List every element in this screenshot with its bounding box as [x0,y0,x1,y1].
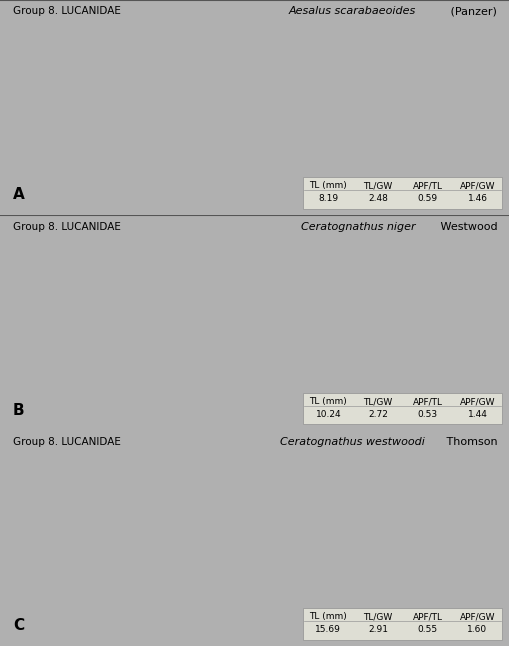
FancyBboxPatch shape [303,393,501,424]
Text: 15.69: 15.69 [315,625,341,634]
Text: C: C [13,618,24,633]
Text: 0.55: 0.55 [417,625,437,634]
Text: Westwood: Westwood [436,222,496,231]
Text: TL (mm): TL (mm) [309,612,347,621]
Text: TL/GW: TL/GW [363,182,392,191]
Text: Group 8. LUCANIDAE: Group 8. LUCANIDAE [13,6,121,16]
Text: 0.59: 0.59 [417,194,437,203]
Text: Thomson: Thomson [442,437,496,447]
Text: (Panzer): (Panzer) [446,6,496,16]
Text: APF/GW: APF/GW [459,612,494,621]
Text: 1.46: 1.46 [467,194,487,203]
Text: 2.91: 2.91 [367,625,387,634]
Text: B: B [13,403,24,418]
Text: 1.60: 1.60 [467,625,487,634]
Text: APF/TL: APF/TL [412,612,442,621]
Text: Group 8. LUCANIDAE: Group 8. LUCANIDAE [13,437,121,447]
Text: 10.24: 10.24 [315,410,341,419]
Text: TL (mm): TL (mm) [309,182,347,191]
Text: APF/TL: APF/TL [412,182,442,191]
Text: Ceratognathus westwoodi: Ceratognathus westwoodi [279,437,424,447]
Text: A: A [13,187,24,202]
FancyBboxPatch shape [303,178,501,209]
Text: 2.48: 2.48 [367,194,387,203]
Text: Aesalus scarabaeoides: Aesalus scarabaeoides [288,6,415,16]
Text: TL/GW: TL/GW [363,397,392,406]
Text: APF/GW: APF/GW [459,397,494,406]
Text: APF/TL: APF/TL [412,397,442,406]
Text: TL (mm): TL (mm) [309,397,347,406]
Text: 2.72: 2.72 [367,410,387,419]
Text: 8.19: 8.19 [318,194,337,203]
Text: APF/GW: APF/GW [459,182,494,191]
Text: Group 8. LUCANIDAE: Group 8. LUCANIDAE [13,222,121,231]
Text: Ceratognathus niger: Ceratognathus niger [301,222,415,231]
Text: 0.53: 0.53 [417,410,437,419]
Text: TL/GW: TL/GW [363,612,392,621]
FancyBboxPatch shape [303,609,501,640]
Text: 1.44: 1.44 [467,410,487,419]
